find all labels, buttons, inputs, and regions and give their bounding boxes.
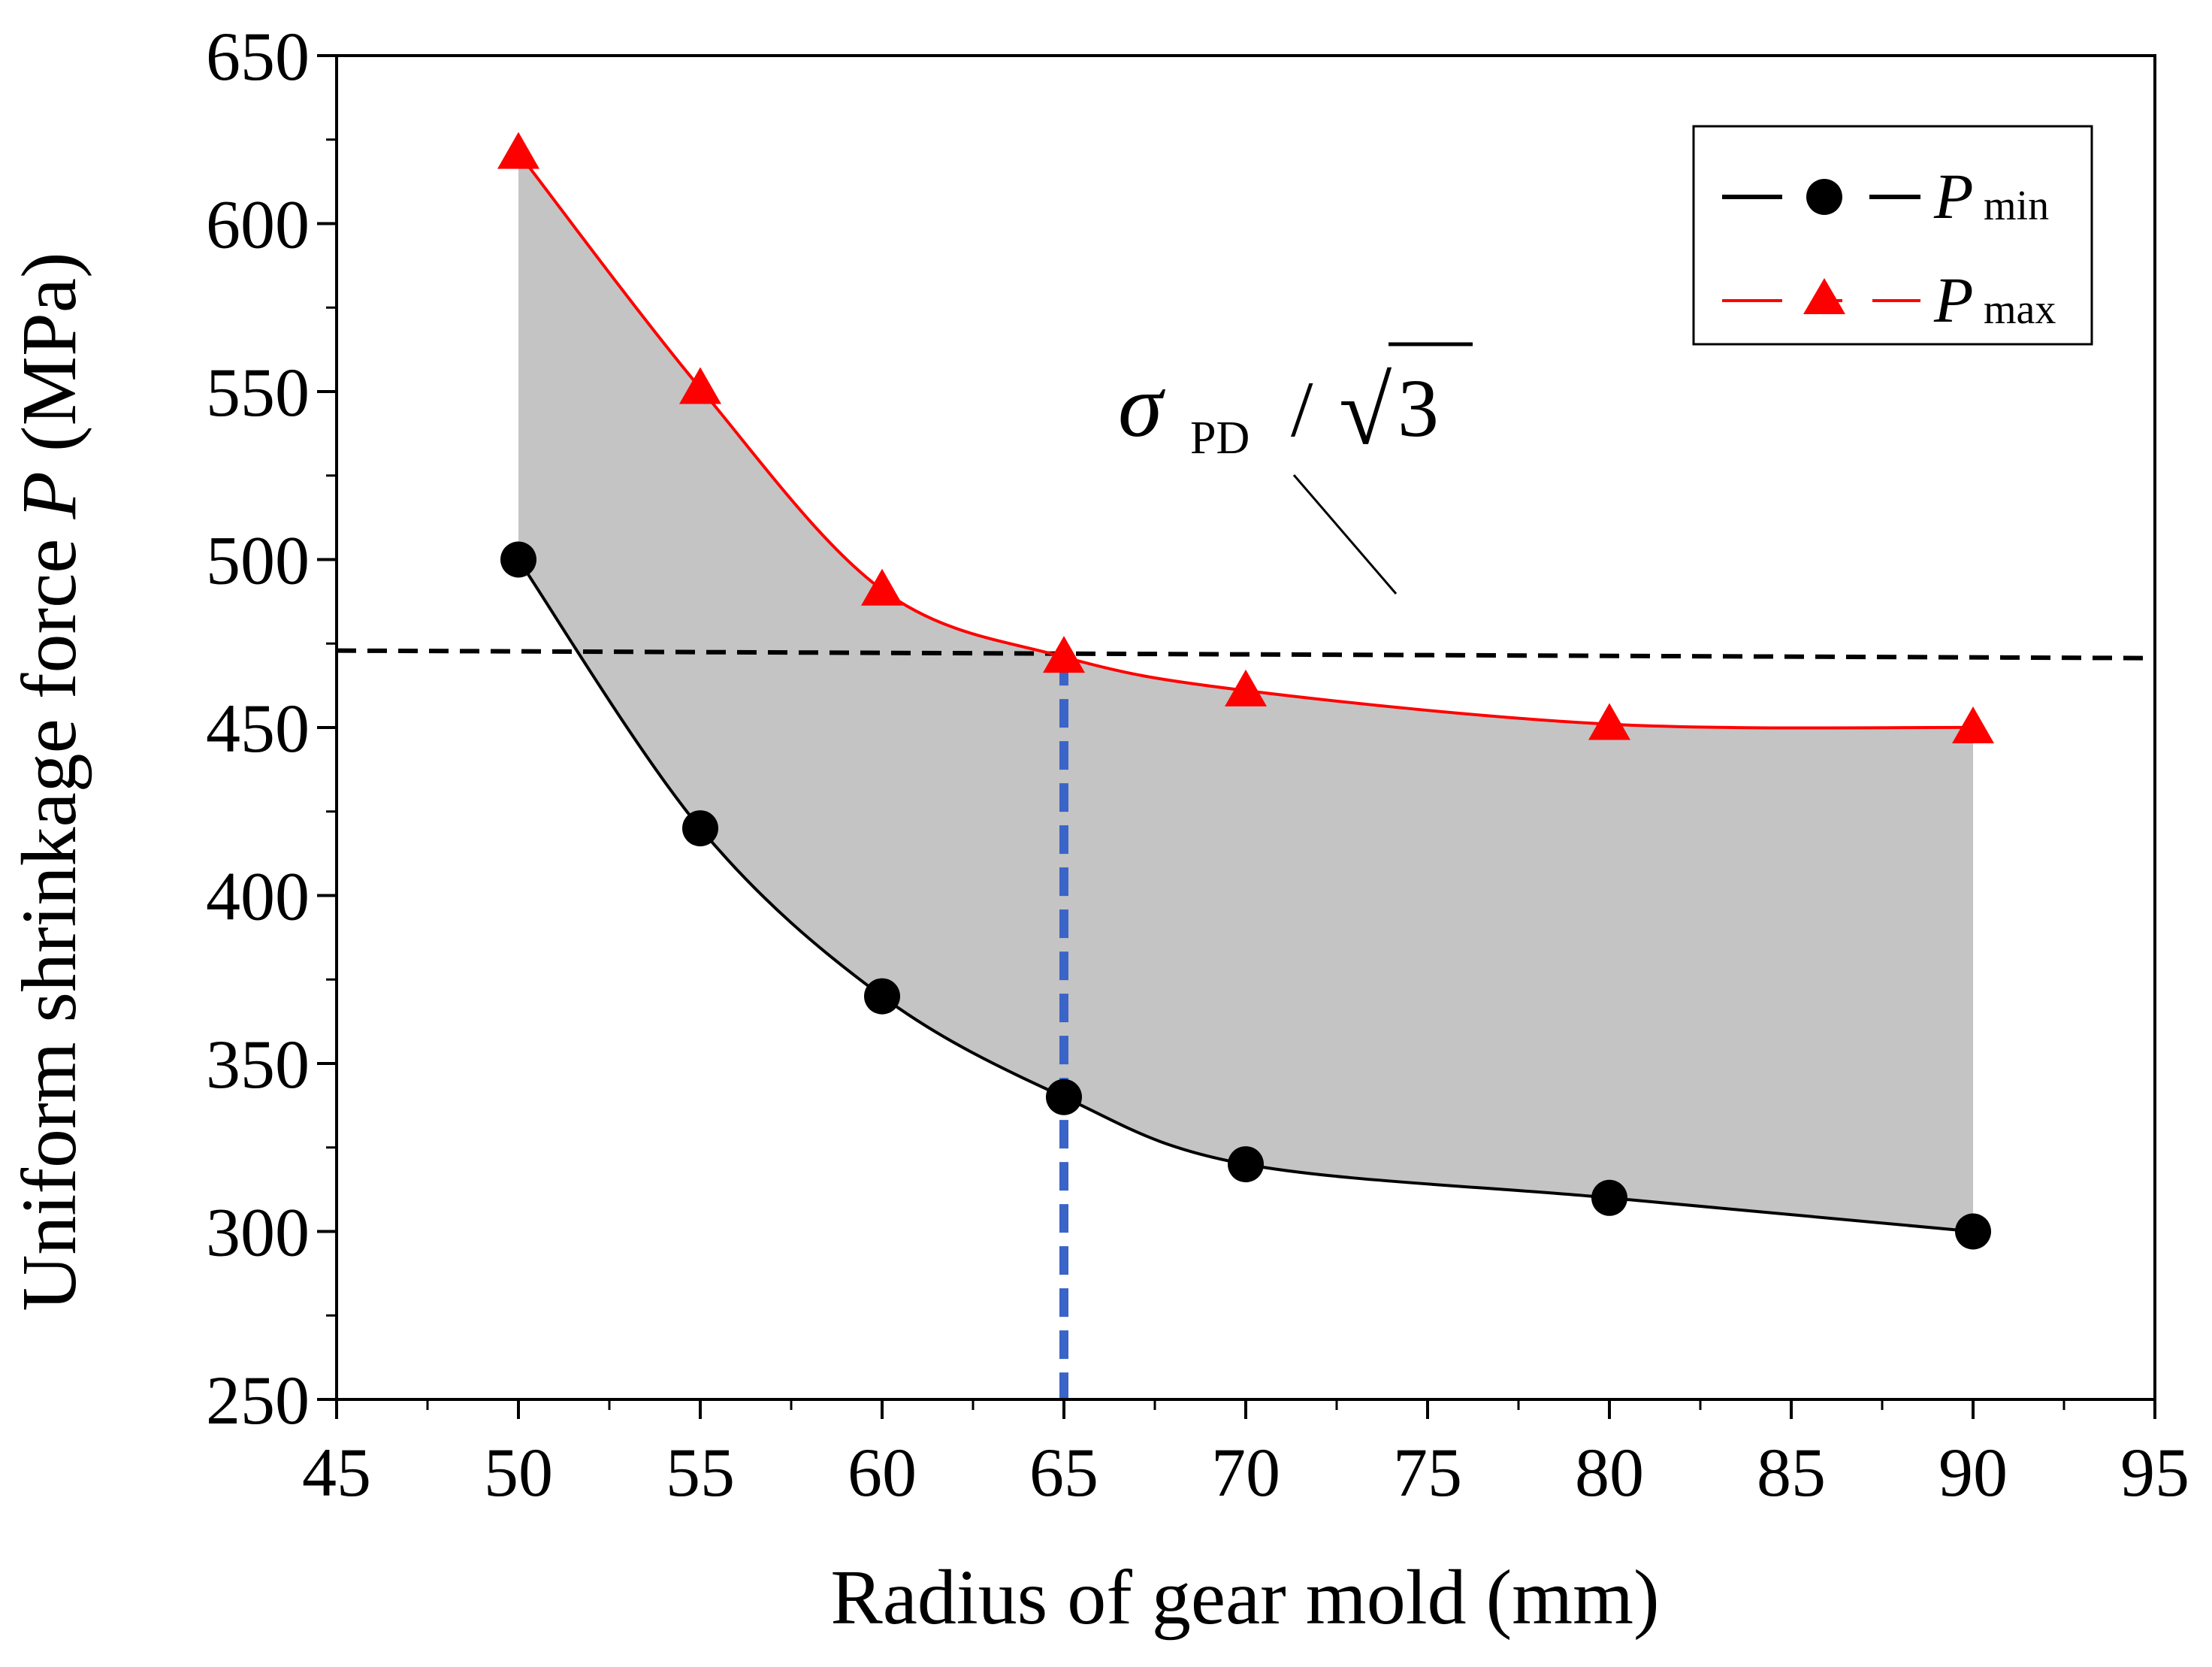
pmax-point-55 bbox=[679, 367, 721, 404]
sigma-annotation: σ PD / √ 3 bbox=[1118, 342, 1473, 594]
legend-pmax-subscript: max bbox=[1984, 286, 2056, 333]
annotation-pointer bbox=[1292, 474, 1398, 594]
legend: P min P max bbox=[1692, 125, 2093, 346]
legend-pmin-gap-right bbox=[1839, 189, 1869, 204]
y-tick-label-650: 650 bbox=[206, 18, 310, 95]
pmax-point-90 bbox=[1952, 706, 1994, 743]
pmin-point-65 bbox=[1046, 1079, 1082, 1115]
pmin-point-55 bbox=[682, 810, 718, 847]
x-tick-label-70: 70 bbox=[1211, 1434, 1280, 1511]
legend-pmax-gap-right bbox=[1842, 295, 1872, 307]
legend-pmax-marker bbox=[1803, 278, 1845, 314]
pmin-point-90 bbox=[1955, 1213, 1991, 1250]
x-axis-title: Radius of gear mold (mm) bbox=[830, 1554, 1659, 1641]
y-tick-label-250: 250 bbox=[206, 1362, 310, 1439]
legend-pmax-label: P bbox=[1933, 264, 1974, 336]
axes-layer: 45 50 55 60 65 70 75 80 85 90 95 250 300 350 400 450 500… bbox=[206, 18, 2189, 1511]
legend-pmin-label: P bbox=[1933, 160, 1974, 232]
pmax-point-60 bbox=[861, 568, 903, 606]
x-tick-label-65: 65 bbox=[1029, 1434, 1098, 1511]
legend-item-pmax: P max bbox=[1722, 264, 2056, 336]
legend-item-pmin: P min bbox=[1722, 160, 2049, 232]
pmax-point-70 bbox=[1225, 669, 1267, 706]
annotation-subscript: PD bbox=[1190, 413, 1250, 464]
y-tick-label-550: 550 bbox=[206, 354, 310, 431]
legend-pmin-gap-left bbox=[1782, 189, 1812, 204]
y-tick-label-400: 400 bbox=[206, 858, 310, 935]
y-tick-label-300: 300 bbox=[206, 1194, 310, 1271]
y-tick-label-600: 600 bbox=[206, 186, 310, 263]
x-tick-label-80: 80 bbox=[1575, 1434, 1644, 1511]
pmin-point-80 bbox=[1591, 1179, 1627, 1216]
x-tick-label-95: 95 bbox=[2120, 1434, 2189, 1511]
series-layer bbox=[497, 132, 1994, 1250]
pmax-point-80 bbox=[1588, 703, 1630, 740]
legend-pmin-subscript: min bbox=[1984, 183, 2049, 229]
legend-pmax-gap-left bbox=[1782, 295, 1812, 307]
pmin-point-70 bbox=[1228, 1146, 1264, 1183]
annotation-sqrt-symbol: √ bbox=[1339, 358, 1392, 464]
legend-pmin-marker bbox=[1806, 179, 1842, 215]
x-tick-label-60: 60 bbox=[848, 1434, 917, 1511]
guide-layer bbox=[336, 648, 2156, 1399]
y-tick-label-450: 450 bbox=[206, 690, 310, 767]
pmin-point-60 bbox=[864, 978, 900, 1015]
x-tick-label-50: 50 bbox=[484, 1434, 553, 1511]
pmax-point-50 bbox=[497, 132, 539, 169]
annotation-sigma: σ bbox=[1118, 355, 1165, 455]
x-tick-label-85: 85 bbox=[1757, 1434, 1826, 1511]
y-tick-label-500: 500 bbox=[206, 522, 310, 599]
reference-dashed-line bbox=[336, 648, 2156, 661]
annotation-radicand: 3 bbox=[1398, 362, 1439, 454]
y-tick-label-350: 350 bbox=[206, 1026, 310, 1103]
x-tick-label-55: 55 bbox=[666, 1434, 735, 1511]
annotation-slash: / bbox=[1291, 365, 1313, 453]
pmin-point-50 bbox=[500, 541, 536, 578]
x-tick-label-75: 75 bbox=[1393, 1434, 1462, 1511]
x-tick-label-45: 45 bbox=[302, 1434, 371, 1511]
legend-box bbox=[1692, 125, 2093, 346]
pmax-point-65 bbox=[1043, 636, 1085, 673]
x-tick-label-90: 90 bbox=[1939, 1434, 2008, 1511]
y-axis-title: Uniform shrinkage force P (MPa) bbox=[6, 252, 92, 1311]
